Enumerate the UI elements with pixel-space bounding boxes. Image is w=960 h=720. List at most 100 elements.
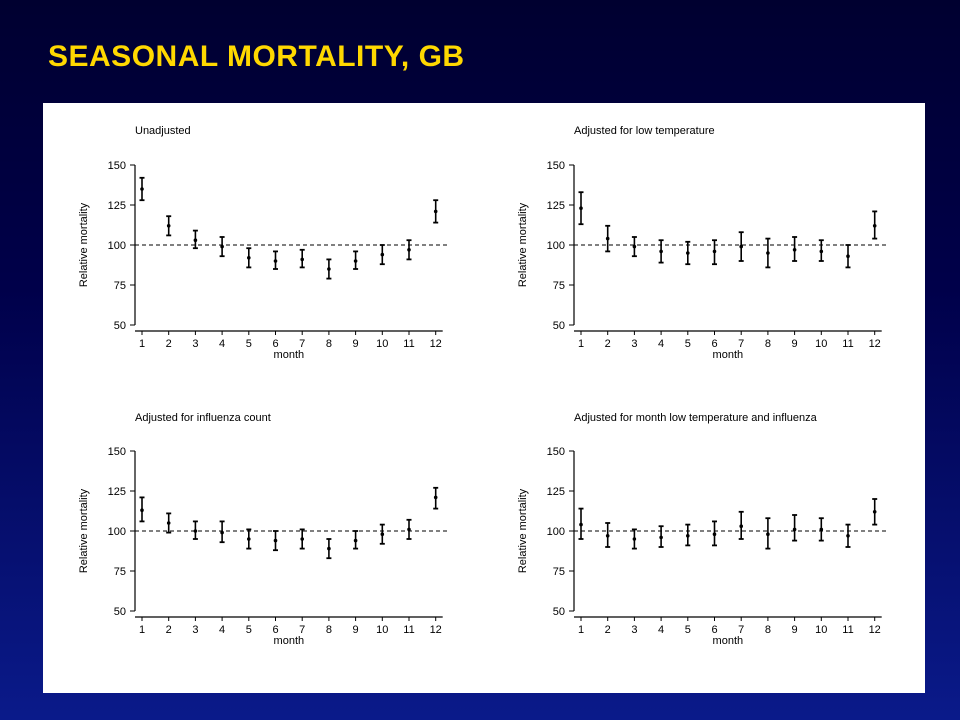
x-tick-label: 4 [658, 624, 664, 636]
x-tick-label: 2 [605, 338, 611, 350]
x-tick-label: 12 [430, 624, 442, 636]
x-tick-label: 1 [139, 338, 145, 350]
x-tick-label: 6 [711, 624, 717, 636]
data-point [433, 495, 438, 500]
x-tick-label: 1 [578, 624, 584, 636]
chart-title: Adjusted for month low temperature and i… [574, 412, 818, 424]
data-point [247, 256, 251, 260]
x-tick-label: 7 [299, 624, 305, 636]
y-tick-label: 125 [108, 200, 126, 212]
data-point [166, 224, 171, 228]
x-tick-label: 1 [139, 624, 145, 636]
data-point [300, 537, 305, 541]
data-point [273, 259, 278, 263]
x-tick-label: 4 [219, 338, 225, 350]
data-point [659, 535, 663, 540]
y-tick-label: 75 [553, 280, 565, 292]
data-point [300, 257, 305, 262]
x-tick-label: 5 [685, 338, 691, 350]
x-tick-label: 8 [326, 624, 332, 636]
chart-panel: Adjusted for month low temperature and i… [517, 412, 886, 647]
y-axis-label: Relative mortality [78, 488, 90, 573]
data-point [792, 248, 797, 252]
data-point [872, 224, 877, 228]
data-point [579, 206, 583, 210]
x-tick-label: 8 [765, 624, 771, 636]
data-point [632, 537, 637, 541]
data-point [766, 532, 770, 536]
data-point [686, 534, 690, 538]
chart-title: Unadjusted [135, 125, 191, 137]
data-point [819, 249, 824, 254]
data-point [712, 249, 717, 254]
y-tick-label: 75 [114, 280, 126, 292]
slide-title: SEASONAL MORTALITY, GB [48, 40, 465, 73]
data-point [766, 251, 770, 255]
data-point [380, 532, 385, 536]
y-tick-label: 125 [547, 200, 565, 212]
x-tick-label: 2 [605, 624, 611, 636]
data-point [327, 267, 331, 271]
data-point [846, 534, 850, 538]
x-tick-label: 3 [192, 338, 198, 350]
chart-panel-area: Unadjusted 50 75 100 125 150 Relative mortalit… [43, 103, 925, 693]
x-tick-label: 6 [711, 338, 717, 350]
x-tick-label: 9 [353, 338, 359, 350]
data-point [273, 538, 278, 543]
data-point [353, 259, 358, 263]
data-point [632, 244, 637, 249]
data-point [140, 508, 144, 512]
y-tick-label: 50 [114, 320, 126, 332]
x-tick-label: 3 [631, 338, 637, 350]
y-tick-label: 50 [553, 606, 565, 618]
data-point [353, 538, 358, 543]
y-tick-label: 125 [108, 486, 126, 498]
x-axis-label: month [274, 635, 305, 647]
x-tick-label: 12 [869, 624, 881, 636]
data-point [166, 521, 171, 525]
y-tick-label: 75 [553, 566, 565, 578]
x-tick-label: 11 [403, 624, 414, 636]
data-point [433, 209, 438, 214]
data-point [140, 187, 144, 191]
x-tick-label: 9 [792, 338, 798, 350]
y-tick-label: 150 [547, 446, 565, 458]
x-tick-label: 2 [166, 624, 172, 636]
data-point [686, 251, 690, 255]
x-tick-label: 10 [815, 624, 827, 636]
data-point [872, 510, 877, 514]
y-tick-label: 50 [114, 606, 126, 618]
y-axis-label: Relative mortality [517, 202, 529, 287]
data-point [739, 244, 743, 249]
y-tick-label: 50 [553, 320, 565, 332]
x-tick-label: 11 [842, 624, 853, 636]
data-point [819, 527, 824, 532]
y-axis-label: Relative mortality [517, 488, 529, 573]
y-tick-label: 100 [547, 526, 565, 538]
y-tick-label: 100 [547, 240, 565, 252]
x-tick-label: 5 [685, 624, 691, 636]
data-point [247, 537, 251, 541]
y-tick-label: 150 [547, 160, 565, 172]
y-tick-label: 125 [547, 486, 565, 498]
x-tick-label: 12 [869, 338, 881, 350]
data-point [407, 248, 411, 252]
x-tick-label: 4 [219, 624, 225, 636]
x-tick-label: 7 [299, 338, 305, 350]
data-point [605, 534, 610, 538]
y-tick-label: 75 [114, 566, 126, 578]
x-tick-label: 5 [246, 624, 252, 636]
x-tick-label: 5 [246, 338, 252, 350]
x-tick-label: 10 [376, 624, 388, 636]
x-tick-label: 10 [376, 338, 388, 350]
x-tick-label: 11 [842, 338, 853, 350]
x-axis-label: month [713, 635, 744, 647]
x-tick-label: 11 [403, 338, 414, 350]
y-axis-label: Relative mortality [78, 202, 90, 287]
data-point [846, 254, 850, 258]
x-tick-label: 8 [765, 338, 771, 350]
x-tick-label: 9 [792, 624, 798, 636]
data-point [380, 252, 385, 257]
data-point [220, 244, 224, 249]
